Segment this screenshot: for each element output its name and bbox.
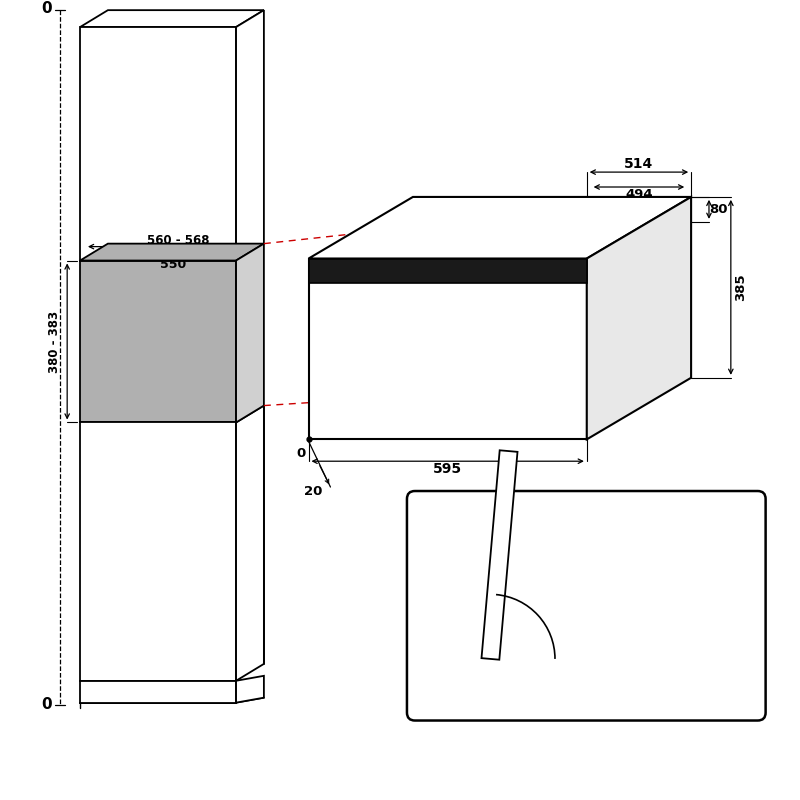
Text: 20: 20 xyxy=(304,485,322,498)
Text: 373: 373 xyxy=(394,347,407,375)
Text: 595: 595 xyxy=(433,462,462,476)
Bar xyxy=(309,258,586,283)
Text: 539: 539 xyxy=(470,211,499,225)
Polygon shape xyxy=(482,450,518,660)
Text: 385: 385 xyxy=(734,274,747,301)
Polygon shape xyxy=(80,244,264,261)
Text: 0: 0 xyxy=(41,697,52,712)
Polygon shape xyxy=(586,197,691,439)
Text: 7: 7 xyxy=(731,686,741,700)
Bar xyxy=(80,681,236,702)
Polygon shape xyxy=(236,676,264,702)
Text: 494: 494 xyxy=(625,189,653,202)
Text: 85°: 85° xyxy=(515,598,542,611)
Text: 560 - 568: 560 - 568 xyxy=(147,234,210,247)
Polygon shape xyxy=(309,197,691,258)
Polygon shape xyxy=(236,406,264,681)
Polygon shape xyxy=(236,244,264,422)
Text: 0: 0 xyxy=(41,1,52,16)
Text: 290: 290 xyxy=(592,510,624,526)
Text: 380 - 383: 380 - 383 xyxy=(48,310,61,373)
Text: 12: 12 xyxy=(366,265,384,278)
Text: 5: 5 xyxy=(736,666,746,678)
Bar xyxy=(80,27,236,261)
Text: 514: 514 xyxy=(624,157,654,171)
Bar xyxy=(80,261,236,422)
Bar xyxy=(309,258,586,439)
FancyBboxPatch shape xyxy=(407,491,766,721)
Polygon shape xyxy=(236,10,264,261)
Text: 0: 0 xyxy=(296,446,306,460)
Polygon shape xyxy=(80,10,264,27)
Bar xyxy=(80,422,236,681)
Text: 550: 550 xyxy=(160,258,186,271)
Text: 80: 80 xyxy=(710,203,728,216)
